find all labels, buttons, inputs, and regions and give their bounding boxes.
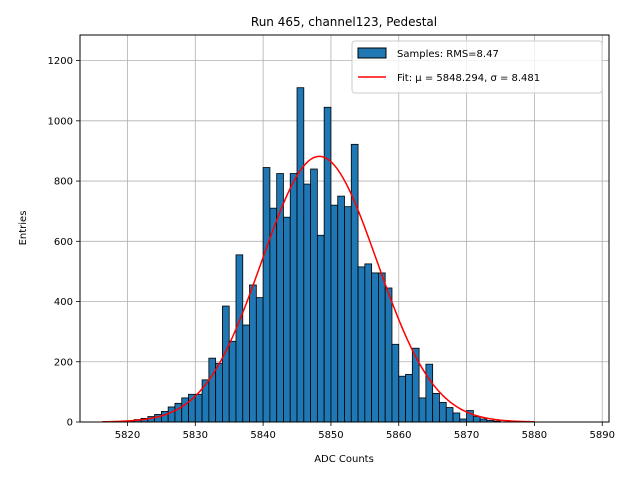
histogram-bar	[262, 167, 271, 423]
x-tick-label: 5870	[454, 430, 479, 441]
y-tick-label: 200	[54, 357, 73, 368]
histogram-bar	[255, 297, 264, 423]
histogram-bar	[215, 362, 223, 423]
x-tick-label: 5850	[318, 430, 343, 441]
x-tick-label: 5890	[589, 430, 614, 441]
histogram-bar	[249, 284, 257, 423]
legend: Samples: RMS=8.47 Fit: μ = 5848.294, σ =…	[351, 40, 603, 94]
y-tick-label: 1200	[48, 56, 73, 67]
histogram-bar	[269, 207, 278, 423]
histogram-bar	[411, 347, 420, 423]
x-tick-label: 5860	[386, 430, 411, 441]
x-tick-label: 5880	[522, 430, 547, 441]
histogram-bar	[242, 324, 250, 423]
histogram-bar	[181, 397, 189, 423]
histogram-bar	[350, 143, 359, 423]
histogram-bar	[283, 216, 291, 423]
legend-box	[351, 40, 603, 94]
y-tick-label: 0	[67, 418, 73, 429]
histogram-bar	[201, 379, 210, 423]
x-axis-label: ADC Counts	[314, 454, 374, 465]
histogram-bar	[160, 411, 169, 423]
histogram-bar	[208, 357, 217, 423]
histogram-bar	[391, 343, 400, 423]
histogram-bar	[418, 397, 427, 423]
fit-curve	[102, 155, 535, 423]
histogram-bar	[167, 406, 176, 423]
histogram-bar	[364, 263, 373, 423]
histogram-bar	[296, 87, 305, 423]
histogram-bar	[194, 393, 203, 423]
histogram-bar	[228, 340, 237, 423]
histogram-bar	[398, 375, 406, 423]
histogram-bar	[303, 183, 311, 423]
y-tick-label: 1000	[48, 116, 73, 127]
histogram-bar	[405, 374, 413, 423]
histogram-bar	[316, 234, 325, 423]
legend-histogram-swatch	[357, 47, 387, 59]
x-tick-label: 5830	[183, 430, 208, 441]
histogram-bar	[472, 416, 481, 423]
histogram-bar	[310, 168, 318, 423]
histogram-bar	[425, 363, 434, 423]
legend-histogram-label: Samples: RMS=8.47	[397, 49, 499, 60]
histogram-bar	[378, 272, 386, 423]
histogram-bar	[439, 402, 447, 423]
x-tick-label: 5820	[115, 430, 140, 441]
histogram-bar	[344, 206, 352, 423]
histogram-bar	[371, 272, 379, 423]
histogram-bar	[337, 195, 345, 423]
histogram-bar	[174, 402, 183, 423]
chart-title: Run 465, channel123, Pedestal	[251, 15, 437, 29]
histogram-bar	[357, 266, 366, 423]
histogram-bar	[330, 204, 339, 423]
y-tick-label: 400	[54, 297, 73, 308]
histogram-bar	[222, 305, 230, 423]
histogram-bar	[452, 412, 461, 423]
y-axis-label: Entries	[18, 211, 29, 246]
x-axis-ticks: 5820 5830 5840 5850 5860 5870 5880 5890	[115, 422, 615, 441]
histogram-bar	[323, 106, 332, 423]
histogram-bar	[289, 173, 298, 423]
x-tick-label: 5840	[250, 430, 275, 441]
histogram-bar	[432, 392, 440, 423]
histogram-bar	[445, 407, 454, 423]
histogram-bar	[235, 254, 244, 423]
histogram-bar	[384, 287, 393, 423]
y-tick-label: 600	[54, 237, 73, 248]
legend-fit-label: Fit: μ = 5848.294, σ = 8.481	[397, 73, 540, 84]
y-axis-ticks: 0 200 400 600 800 1000 1200	[48, 56, 80, 429]
plot-frame	[79, 34, 610, 423]
y-tick-label: 800	[54, 177, 73, 188]
